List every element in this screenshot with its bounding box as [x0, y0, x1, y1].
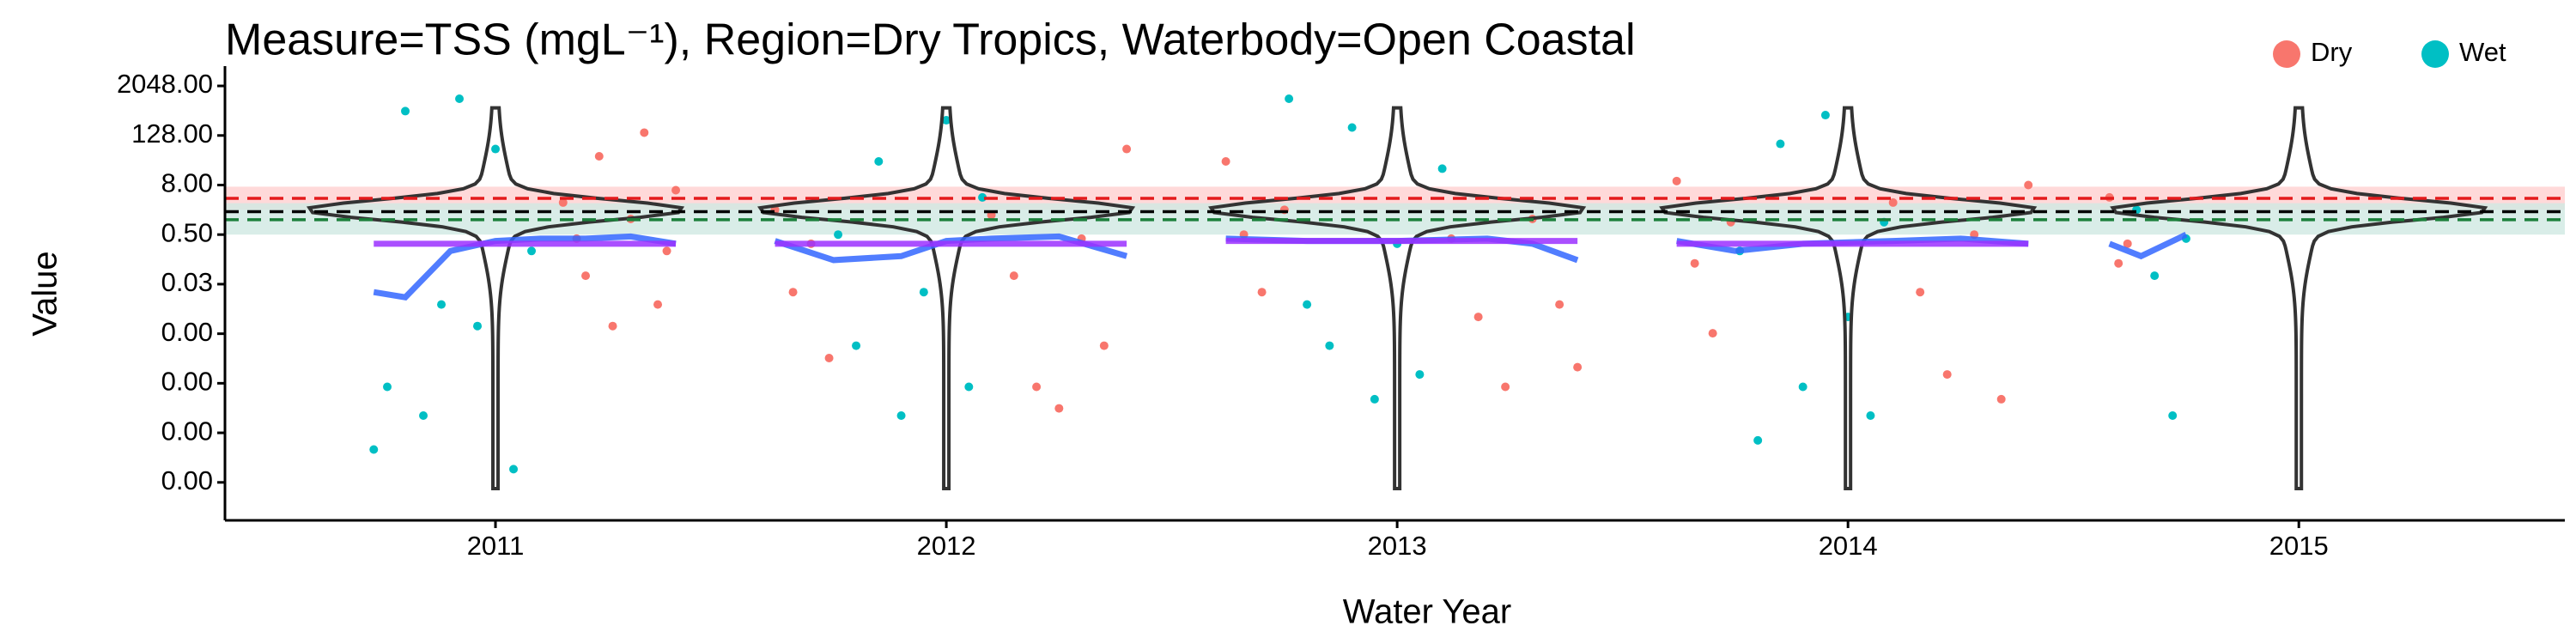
data-point — [653, 300, 663, 309]
y-tick-label: 2048.00 — [117, 69, 213, 99]
violin — [306, 106, 685, 490]
data-point — [852, 341, 861, 350]
data-point — [919, 288, 928, 297]
y-tick-label: 0.50 — [161, 217, 213, 247]
x-tick-label: 2011 — [467, 531, 525, 561]
data-point — [1798, 382, 1807, 392]
y-tick-label: 128.00 — [131, 118, 213, 149]
data-point — [1753, 435, 1763, 445]
y-tick-label: 0.03 — [161, 267, 213, 297]
violin — [2110, 106, 2488, 490]
data-point — [1942, 370, 1952, 380]
data-point — [1888, 197, 1898, 207]
data-point — [2123, 239, 2132, 248]
data-point — [1916, 288, 1925, 297]
data-point — [1437, 164, 1447, 173]
y-tick-label: 0.00 — [161, 416, 213, 446]
data-point — [2024, 180, 2033, 190]
data-point — [473, 321, 483, 331]
data-point — [662, 246, 671, 256]
data-point — [874, 156, 884, 166]
trend-line — [2108, 232, 2188, 260]
data-point — [1672, 176, 1681, 185]
data-point — [834, 230, 843, 240]
data-point — [1573, 362, 1583, 372]
data-point — [1555, 300, 1564, 309]
data-point — [1325, 341, 1334, 350]
data-point — [788, 288, 798, 297]
y-axis-title: Value — [27, 251, 64, 336]
data-point — [419, 411, 428, 421]
data-point — [2150, 271, 2160, 281]
data-point — [824, 354, 834, 363]
trend-line — [774, 233, 1128, 264]
data-point — [1415, 370, 1425, 380]
data-point — [1370, 394, 1379, 404]
data-point — [1099, 341, 1109, 350]
data-point — [1032, 382, 1042, 392]
data-point — [1473, 313, 1483, 322]
data-point — [437, 300, 447, 309]
legend-label: Dry — [2311, 37, 2353, 67]
data-point — [581, 271, 591, 281]
data-point — [2114, 258, 2123, 268]
data-point — [2168, 411, 2178, 421]
data-point — [1347, 123, 1357, 132]
x-tick-label: 2012 — [917, 531, 976, 561]
violin — [1659, 106, 2038, 490]
data-point — [594, 151, 604, 161]
legend-marker — [2273, 40, 2300, 68]
data-point — [640, 128, 649, 137]
data-point — [1690, 258, 1699, 268]
data-point — [1054, 404, 1064, 413]
chart-title: Measure=TSS (mgL⁻¹), Region=Dry Tropics,… — [225, 15, 1636, 65]
data-point — [608, 321, 617, 331]
data-point — [896, 411, 906, 421]
legend-marker — [2421, 40, 2449, 68]
trend-line — [373, 233, 677, 301]
data-point — [1285, 94, 1294, 103]
data-point — [1820, 111, 1830, 120]
data-point — [1221, 156, 1230, 166]
y-tick-label: 0.00 — [161, 465, 213, 495]
data-point — [1708, 329, 1717, 338]
data-point — [383, 382, 392, 392]
data-point — [509, 465, 519, 474]
data-point — [1996, 394, 2006, 404]
data-point — [558, 197, 568, 207]
y-tick-label: 0.00 — [161, 367, 213, 397]
data-point — [1257, 288, 1267, 297]
data-point — [527, 246, 537, 256]
data-point — [401, 106, 410, 116]
y-tick-label: 0.00 — [161, 317, 213, 347]
violin — [757, 106, 1136, 490]
x-tick-label: 2014 — [1819, 531, 1878, 561]
legend-label: Wet — [2459, 37, 2506, 67]
data-point — [1501, 382, 1510, 392]
data-point — [455, 94, 465, 103]
y-tick-label: 8.00 — [161, 168, 213, 198]
data-point — [1122, 144, 1132, 154]
data-point — [671, 185, 681, 195]
data-point — [1776, 139, 1785, 149]
data-point — [1303, 300, 1312, 309]
x-tick-label: 2015 — [2269, 531, 2329, 561]
data-point — [491, 144, 501, 154]
x-tick-label: 2013 — [1368, 531, 1427, 561]
x-axis-title: Water Year — [1343, 593, 1511, 631]
data-point — [964, 382, 974, 392]
data-point — [1009, 271, 1018, 281]
data-point — [1866, 411, 1875, 421]
data-point — [369, 445, 379, 454]
violin — [1208, 106, 1587, 490]
data-point — [942, 116, 951, 125]
